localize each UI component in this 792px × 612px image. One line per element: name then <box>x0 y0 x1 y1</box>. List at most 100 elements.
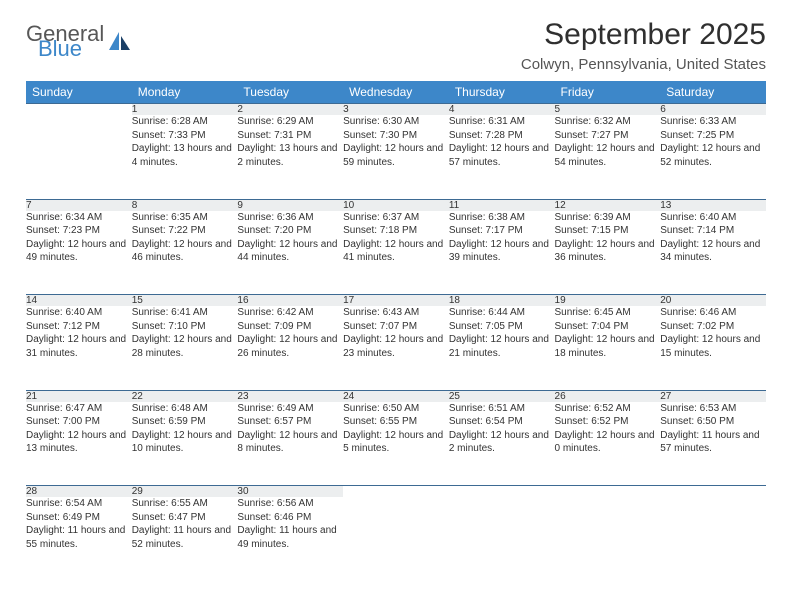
day-info-cell: Sunrise: 6:51 AMSunset: 6:54 PMDaylight:… <box>449 402 555 486</box>
daylight-line: Daylight: 12 hours and 39 minutes. <box>449 238 555 265</box>
sunset-line: Sunset: 6:59 PM <box>132 415 238 429</box>
daylight-line: Daylight: 12 hours and 13 minutes. <box>26 429 132 456</box>
sunset-line: Sunset: 7:17 PM <box>449 224 555 238</box>
day-number-row: 123456 <box>26 104 766 116</box>
day-number-cell: 28 <box>26 486 132 498</box>
daylight-line: Daylight: 12 hours and 26 minutes. <box>237 333 343 360</box>
day-number-cell: 20 <box>660 295 766 307</box>
day-number-cell: 26 <box>555 390 661 402</box>
day-number-cell: 4 <box>449 104 555 116</box>
sunset-line: Sunset: 6:46 PM <box>237 511 343 525</box>
sunrise-line: Sunrise: 6:38 AM <box>449 211 555 225</box>
day-number-row: 14151617181920 <box>26 295 766 307</box>
day-info-cell: Sunrise: 6:34 AMSunset: 7:23 PMDaylight:… <box>26 211 132 295</box>
sunrise-line: Sunrise: 6:46 AM <box>660 306 766 320</box>
sunset-line: Sunset: 6:54 PM <box>449 415 555 429</box>
day-info-cell: Sunrise: 6:50 AMSunset: 6:55 PMDaylight:… <box>343 402 449 486</box>
sunrise-line: Sunrise: 6:51 AM <box>449 402 555 416</box>
sunrise-line: Sunrise: 6:49 AM <box>237 402 343 416</box>
day-info-row: Sunrise: 6:54 AMSunset: 6:49 PMDaylight:… <box>26 497 766 581</box>
sunset-line: Sunset: 7:18 PM <box>343 224 449 238</box>
day-info-cell: Sunrise: 6:48 AMSunset: 6:59 PMDaylight:… <box>132 402 238 486</box>
day-info-cell: Sunrise: 6:28 AMSunset: 7:33 PMDaylight:… <box>132 115 238 199</box>
sunrise-line: Sunrise: 6:39 AM <box>555 211 661 225</box>
logo-sail-icon <box>108 30 132 57</box>
day-number-row: 21222324252627 <box>26 390 766 402</box>
day-number-cell: 2 <box>237 104 343 116</box>
day-number-row: 282930 <box>26 486 766 498</box>
daylight-line: Daylight: 12 hours and 8 minutes. <box>237 429 343 456</box>
day-info-cell: Sunrise: 6:49 AMSunset: 6:57 PMDaylight:… <box>237 402 343 486</box>
day-number-cell: 25 <box>449 390 555 402</box>
sunrise-line: Sunrise: 6:44 AM <box>449 306 555 320</box>
day-number-cell: 3 <box>343 104 449 116</box>
day-number-cell: 10 <box>343 199 449 211</box>
day-number-cell: 16 <box>237 295 343 307</box>
day-number-cell: 12 <box>555 199 661 211</box>
daylight-line: Daylight: 11 hours and 57 minutes. <box>660 429 766 456</box>
day-info-cell <box>660 497 766 581</box>
day-number-cell <box>343 486 449 498</box>
day-info-cell: Sunrise: 6:46 AMSunset: 7:02 PMDaylight:… <box>660 306 766 390</box>
logo-word-blue: Blue <box>38 39 104 60</box>
sunrise-line: Sunrise: 6:55 AM <box>132 497 238 511</box>
day-number-cell: 24 <box>343 390 449 402</box>
daylight-line: Daylight: 12 hours and 59 minutes. <box>343 142 449 169</box>
sunrise-line: Sunrise: 6:50 AM <box>343 402 449 416</box>
day-info-cell: Sunrise: 6:39 AMSunset: 7:15 PMDaylight:… <box>555 211 661 295</box>
calendar-table: SundayMondayTuesdayWednesdayThursdayFrid… <box>26 81 766 581</box>
daylight-line: Daylight: 12 hours and 10 minutes. <box>132 429 238 456</box>
sunrise-line: Sunrise: 6:32 AM <box>555 115 661 129</box>
daylight-line: Daylight: 12 hours and 54 minutes. <box>555 142 661 169</box>
sunset-line: Sunset: 7:20 PM <box>237 224 343 238</box>
day-info-cell: Sunrise: 6:37 AMSunset: 7:18 PMDaylight:… <box>343 211 449 295</box>
day-info-cell <box>555 497 661 581</box>
daylight-line: Daylight: 12 hours and 36 minutes. <box>555 238 661 265</box>
daylight-line: Daylight: 12 hours and 52 minutes. <box>660 142 766 169</box>
weekday-header: Sunday <box>26 81 132 104</box>
sunset-line: Sunset: 7:02 PM <box>660 320 766 334</box>
sunrise-line: Sunrise: 6:40 AM <box>26 306 132 320</box>
daylight-line: Daylight: 12 hours and 23 minutes. <box>343 333 449 360</box>
daylight-line: Daylight: 13 hours and 2 minutes. <box>237 142 343 169</box>
day-number-cell: 22 <box>132 390 238 402</box>
day-info-cell: Sunrise: 6:41 AMSunset: 7:10 PMDaylight:… <box>132 306 238 390</box>
sunrise-line: Sunrise: 6:35 AM <box>132 211 238 225</box>
daylight-line: Daylight: 12 hours and 46 minutes. <box>132 238 238 265</box>
day-info-cell <box>26 115 132 199</box>
weekday-header: Monday <box>132 81 238 104</box>
sunset-line: Sunset: 7:23 PM <box>26 224 132 238</box>
day-info-row: Sunrise: 6:40 AMSunset: 7:12 PMDaylight:… <box>26 306 766 390</box>
sunrise-line: Sunrise: 6:34 AM <box>26 211 132 225</box>
day-number-cell: 6 <box>660 104 766 116</box>
daylight-line: Daylight: 12 hours and 57 minutes. <box>449 142 555 169</box>
logo-text: General Blue <box>26 24 104 60</box>
daylight-line: Daylight: 11 hours and 49 minutes. <box>237 524 343 551</box>
sunset-line: Sunset: 7:22 PM <box>132 224 238 238</box>
sunrise-line: Sunrise: 6:48 AM <box>132 402 238 416</box>
day-number-cell: 11 <box>449 199 555 211</box>
sunrise-line: Sunrise: 6:42 AM <box>237 306 343 320</box>
sunset-line: Sunset: 7:30 PM <box>343 129 449 143</box>
sunset-line: Sunset: 7:14 PM <box>660 224 766 238</box>
sunset-line: Sunset: 7:25 PM <box>660 129 766 143</box>
month-title: September 2025 <box>521 18 766 52</box>
weekday-header: Wednesday <box>343 81 449 104</box>
day-number-cell: 9 <box>237 199 343 211</box>
sunset-line: Sunset: 7:28 PM <box>449 129 555 143</box>
day-info-row: Sunrise: 6:28 AMSunset: 7:33 PMDaylight:… <box>26 115 766 199</box>
day-info-cell: Sunrise: 6:31 AMSunset: 7:28 PMDaylight:… <box>449 115 555 199</box>
day-number-cell: 18 <box>449 295 555 307</box>
sunrise-line: Sunrise: 6:37 AM <box>343 211 449 225</box>
sunset-line: Sunset: 7:00 PM <box>26 415 132 429</box>
sunrise-line: Sunrise: 6:29 AM <box>237 115 343 129</box>
sunrise-line: Sunrise: 6:52 AM <box>555 402 661 416</box>
sunset-line: Sunset: 7:15 PM <box>555 224 661 238</box>
day-info-cell: Sunrise: 6:35 AMSunset: 7:22 PMDaylight:… <box>132 211 238 295</box>
calendar-page: General Blue September 2025 Colwyn, Penn… <box>0 0 792 591</box>
day-info-row: Sunrise: 6:47 AMSunset: 7:00 PMDaylight:… <box>26 402 766 486</box>
day-info-row: Sunrise: 6:34 AMSunset: 7:23 PMDaylight:… <box>26 211 766 295</box>
sunset-line: Sunset: 7:33 PM <box>132 129 238 143</box>
day-info-cell: Sunrise: 6:45 AMSunset: 7:04 PMDaylight:… <box>555 306 661 390</box>
day-number-cell: 5 <box>555 104 661 116</box>
